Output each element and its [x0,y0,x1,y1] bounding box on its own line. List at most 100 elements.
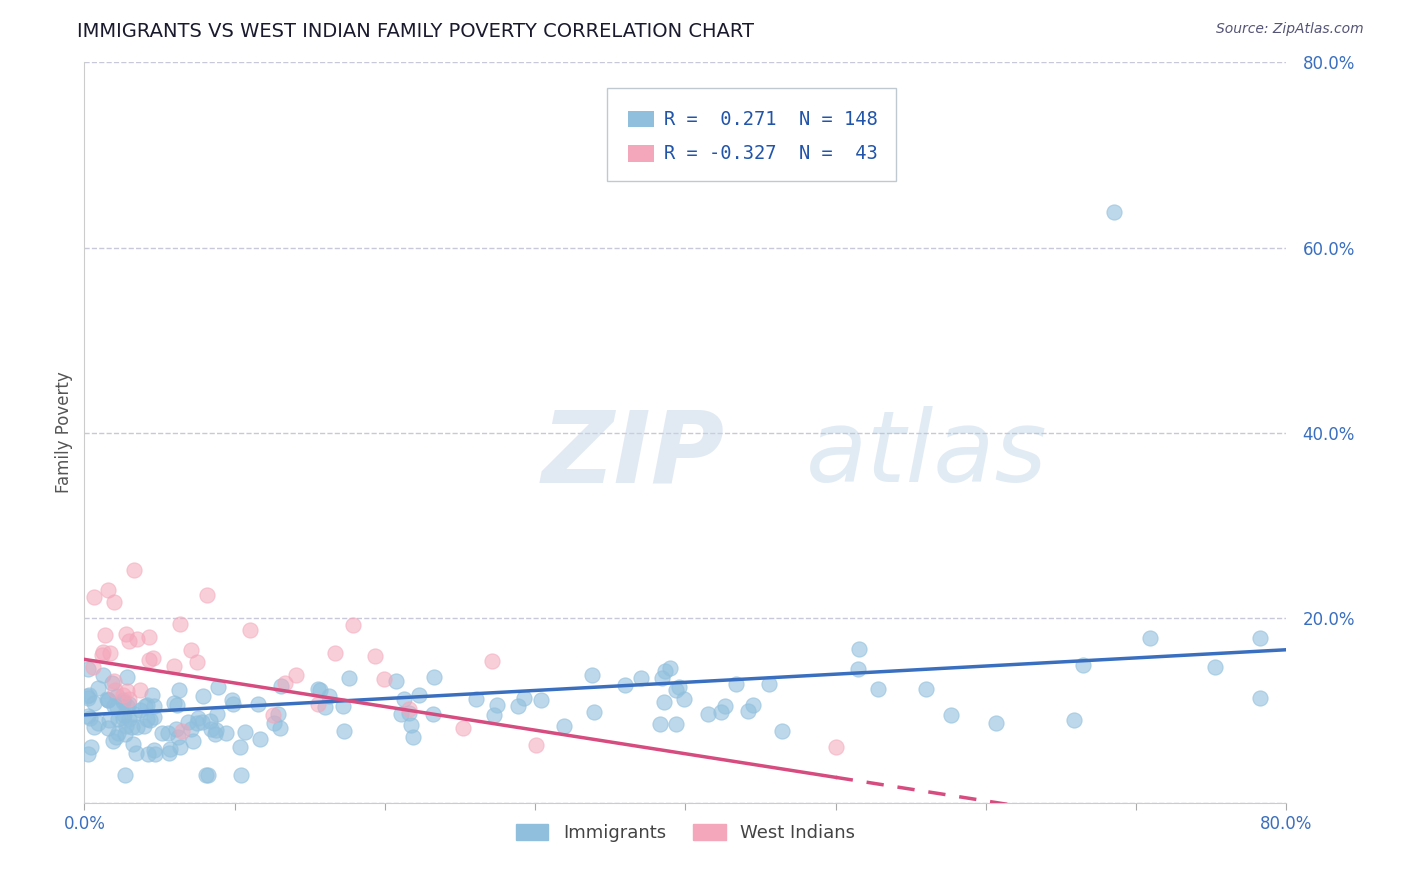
Point [984,715,1007,730]
Point [96,692,118,706]
Point [465,692,488,706]
Point [941,708,963,723]
Point [553,719,575,733]
Point [87,681,110,695]
Point [118,697,141,711]
Point [408,689,430,703]
Point [115,699,138,714]
Point [172,723,194,738]
Point [668,680,690,694]
FancyBboxPatch shape [627,112,654,128]
Point [97,713,120,727]
Point [101,675,124,690]
FancyBboxPatch shape [607,88,896,181]
Point [506,699,529,714]
Point [138,631,160,645]
Point [163,696,186,710]
Point [112,708,135,723]
Point [866,682,889,697]
Point [659,661,682,675]
Point [308,683,330,698]
Point [104,683,127,698]
Point [848,642,870,657]
Point [105,730,128,744]
Point [118,692,141,706]
Point [710,705,733,719]
Point [124,746,146,760]
Point [167,731,190,745]
Point [98,646,121,660]
Point [247,697,270,711]
Point [332,699,354,714]
Point [134,698,156,713]
Point [323,646,346,660]
Point [122,737,145,751]
Point [339,671,361,685]
Point [198,714,221,728]
Point [159,742,181,756]
Point [582,706,605,720]
Point [83,696,105,710]
Point [200,722,222,736]
Point [118,712,141,726]
Point [1249,691,1271,706]
Point [112,695,135,709]
Text: ZIP: ZIP [541,407,724,503]
Point [215,725,238,739]
Point [914,681,936,696]
Point [267,706,290,721]
Point [115,669,138,683]
Point [91,648,114,662]
Point [121,720,143,734]
Point [824,740,846,755]
Point [105,699,128,714]
Point [169,740,191,755]
Point [650,717,672,731]
Point [111,692,134,706]
Point [97,693,120,707]
Point [333,724,356,739]
Point [105,689,128,703]
Point [207,707,229,722]
Point [672,692,695,706]
Point [157,746,180,760]
Text: Source: ZipAtlas.com: Source: ZipAtlas.com [1216,22,1364,37]
Text: R = -0.327  N =  43: R = -0.327 N = 43 [664,144,877,163]
Point [166,698,188,713]
Point [1071,658,1094,673]
Point [1063,713,1085,727]
Point [83,720,105,734]
Point [118,634,141,648]
Point [270,679,292,693]
Point [187,710,209,724]
Point [401,718,423,732]
Point [79,711,101,725]
Point [630,671,652,685]
Point [142,699,165,714]
Point [96,693,118,707]
Point [97,583,120,598]
Point [249,732,271,747]
Point [513,690,536,705]
Point [82,660,104,674]
Point [157,725,180,739]
Point [111,711,134,725]
Point [389,706,412,721]
Point [398,702,420,716]
Point [180,722,202,736]
Point [136,747,159,761]
Point [77,708,100,723]
Point [204,727,226,741]
Point [1139,632,1161,646]
Point [135,712,157,726]
Point [129,682,152,697]
Point [1102,205,1125,219]
Point [451,721,474,735]
Point [87,716,110,731]
Point [115,684,138,698]
FancyBboxPatch shape [627,145,654,161]
Point [486,698,509,712]
Point [163,658,186,673]
Y-axis label: Family Poverty: Family Poverty [55,372,73,493]
Point [422,707,444,722]
